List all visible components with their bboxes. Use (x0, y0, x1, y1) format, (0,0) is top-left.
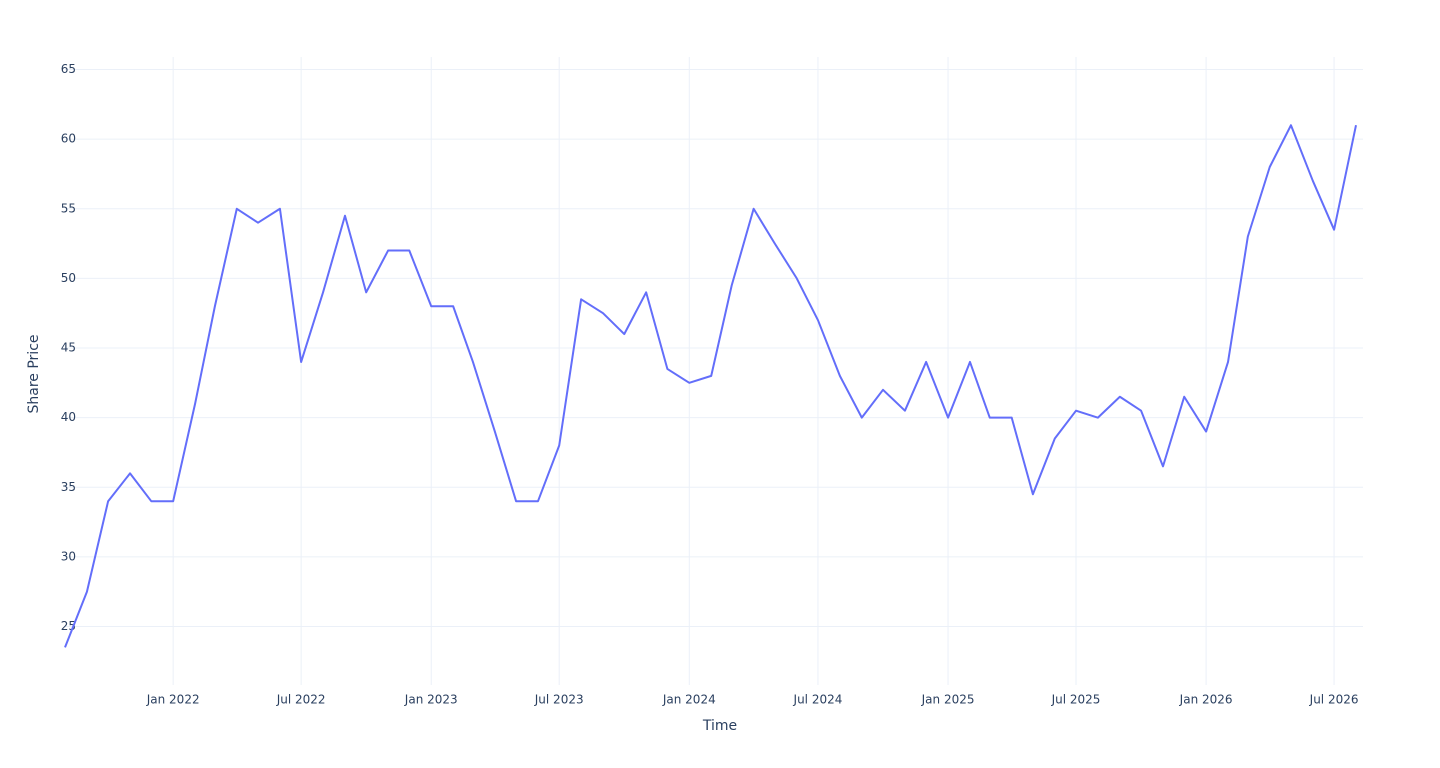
line-series (64, 124, 1357, 648)
x-axis-title: Time (702, 718, 737, 734)
x-tick-label: Jul 2024 (793, 693, 843, 707)
y-tick-label: 65 (61, 62, 76, 76)
x-tick-label: Jul 2023 (534, 693, 584, 707)
x-tick-label: Jan 2023 (404, 693, 458, 707)
x-tick-label: Jul 2025 (1051, 693, 1101, 707)
x-tick-label: Jan 2022 (146, 693, 200, 707)
y-axis-title: Share Price (26, 334, 42, 413)
y-tick-label: 40 (61, 410, 76, 424)
y-tick-label: 55 (61, 201, 76, 215)
x-tick-label: Jan 2025 (921, 693, 975, 707)
x-tick-label: Jan 2026 (1179, 693, 1233, 707)
grid (65, 57, 1363, 685)
y-tick-label: 35 (61, 480, 76, 494)
y-tick-label: 45 (61, 341, 76, 355)
x-tick-label: Jul 2022 (276, 693, 326, 707)
y-tick-label: 60 (61, 132, 76, 146)
x-tick-label: Jan 2024 (662, 693, 716, 707)
x-tick-label: Jul 2026 (1309, 693, 1359, 707)
y-tick-label: 30 (61, 549, 76, 563)
y-tick-label: 50 (61, 271, 76, 285)
